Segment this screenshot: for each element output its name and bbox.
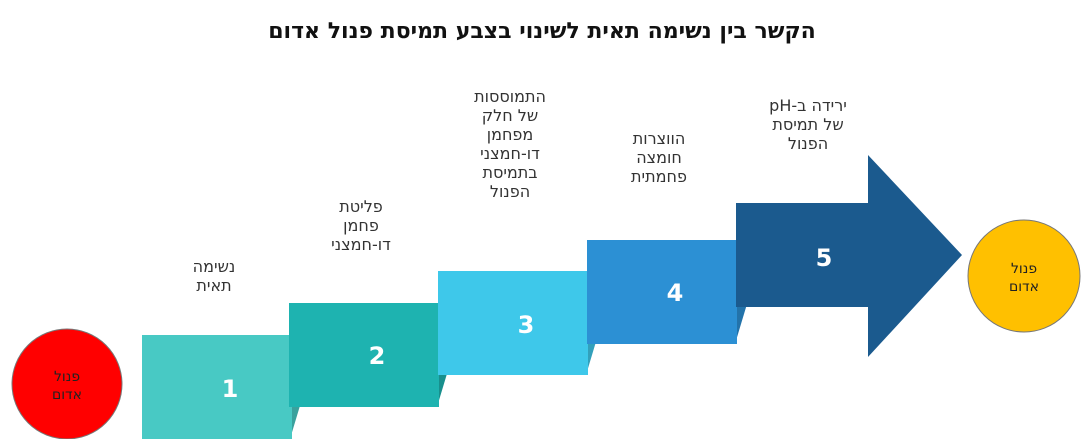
step-label-4-line-2: חומצה	[636, 148, 682, 167]
step-block-2	[289, 303, 439, 407]
step-label-5-line-2: של תמיסת	[772, 115, 843, 134]
step-number-4: 4	[667, 279, 684, 307]
step-number-5: 5	[816, 244, 833, 272]
step-label-4-line-3: פחמתית	[631, 167, 687, 186]
step-label-3-line-1: התמוססות	[474, 87, 546, 106]
step-label-2-line-3: דו-חמצני	[331, 235, 391, 254]
step-label-5-line-3: הפנול	[788, 134, 828, 153]
step-block-4	[587, 240, 737, 344]
step-label-5-line-1: ירידה ב-pH	[769, 96, 847, 115]
step-number-3: 3	[518, 311, 535, 339]
end-node-line-1: פנול	[1011, 261, 1037, 277]
end-node-circle	[967, 219, 1081, 333]
step-label-2-line-2: פחמן	[343, 216, 379, 235]
start-node-line-2: אדום	[52, 387, 82, 403]
step-label-3-line-3: מפחמן	[487, 125, 534, 144]
step-number-1: 1	[222, 375, 239, 403]
step-label-3-line-2: של חלק	[482, 106, 538, 125]
step-label-4-line-1: הווצרות	[633, 129, 686, 148]
step-label-3-line-4: דו-חמצני	[480, 144, 540, 163]
step-label-2-line-1: פליטת	[339, 197, 383, 216]
start-node: פנול אדום	[11, 328, 123, 439]
step-label-1-line-1: נשימה	[193, 257, 236, 276]
step-label-3-line-5: בתמיסת	[482, 163, 537, 182]
end-node: פנול אדום	[967, 219, 1081, 333]
step-block-5	[736, 155, 962, 357]
start-node-line-1: פנול	[54, 369, 80, 385]
step-label-1-line-2: תאית	[196, 276, 231, 295]
step-number-2: 2	[369, 342, 386, 370]
step-block-3	[438, 271, 588, 375]
end-node-line-2: אדום	[1009, 279, 1039, 295]
diagram-title: הקשר בין נשימה תאית לשינוי בצבע תמיסת פנ…	[268, 19, 816, 44]
step-label-3-line-6: הפנול	[490, 182, 530, 201]
steps-group: 1נשימהתאית2פליטתפחמןדו-חמצני3התמוססותשל …	[142, 87, 962, 439]
start-node-circle	[11, 328, 123, 439]
step-block-1	[142, 335, 292, 439]
